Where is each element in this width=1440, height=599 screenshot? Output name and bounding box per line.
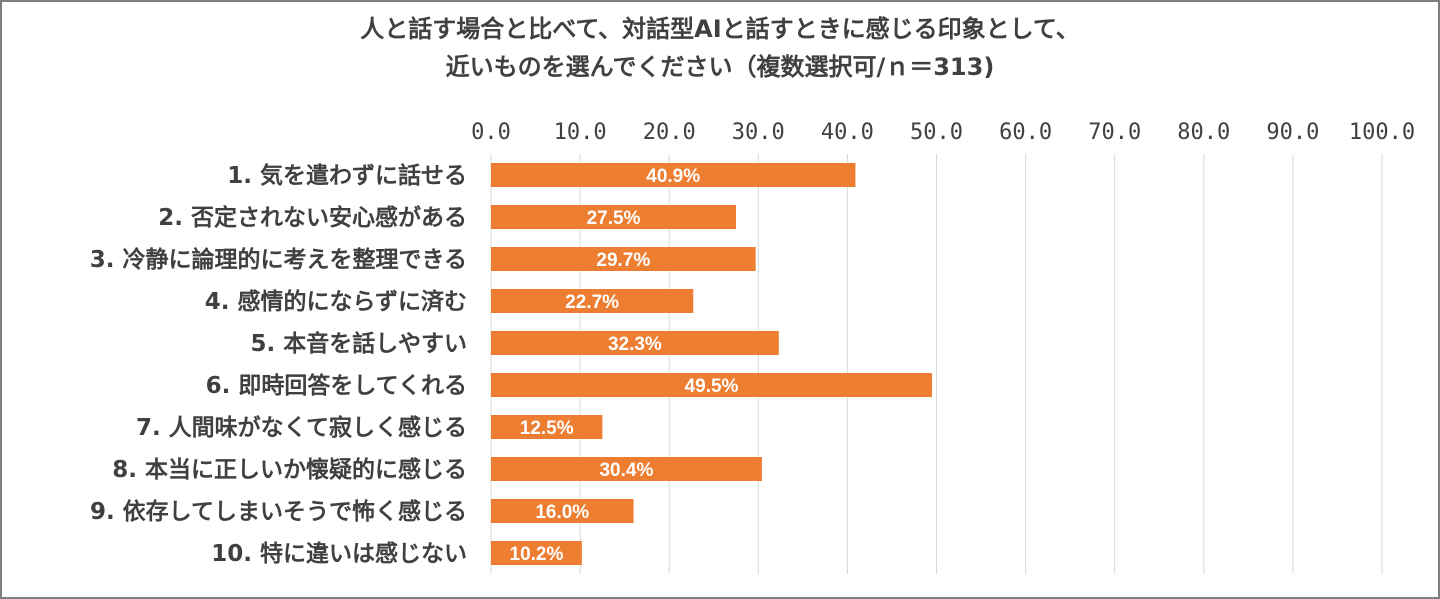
category-label: 7. 人間味がなくて寂しく感じる <box>136 414 467 441</box>
chart-title-line-1: 人と話す場合と比べて、対話型AIと話すときに感じる印象として、 <box>360 15 1080 43</box>
x-tick-label: 10.0 <box>554 120 607 145</box>
x-tick-label: 40.0 <box>821 120 874 145</box>
data-label: 12.5% <box>520 418 574 439</box>
category-label: 3. 冷静に論理的に考えを整理できる <box>90 246 467 273</box>
data-label: 49.5% <box>685 376 739 397</box>
bar <box>491 247 756 271</box>
bar <box>491 499 634 523</box>
category-label: 5. 本音を話しやすい <box>250 330 467 357</box>
category-label: 4. 感情的にならずに済む <box>205 288 467 315</box>
data-label: 40.9% <box>646 166 700 187</box>
data-label: 30.4% <box>599 460 653 481</box>
category-label: 8. 本当に正しいか懐疑的に感じる <box>112 456 467 483</box>
x-tick-label: 0.0 <box>471 120 511 145</box>
bar <box>491 205 737 229</box>
data-label: 32.3% <box>608 334 662 355</box>
category-label: 10. 特に違いは感じない <box>211 540 467 567</box>
bar <box>491 541 582 565</box>
category-label: 9. 依存してしまいそうで怖く感じる <box>90 498 467 525</box>
data-label: 22.7% <box>565 292 619 313</box>
data-label: 29.7% <box>596 250 650 271</box>
category-label: 2. 否定されない安心感がある <box>158 204 467 231</box>
x-tick-label: 30.0 <box>732 120 785 145</box>
x-tick-label: 80.0 <box>1177 120 1230 145</box>
bar <box>491 415 603 439</box>
data-label: 27.5% <box>587 208 641 229</box>
bar <box>491 163 856 187</box>
chart-title: 人と話す場合と比べて、対話型AIと話すときに感じる印象として、 近いものを選んで… <box>2 10 1438 86</box>
category-label: 6. 即時回答をしてくれる <box>206 372 467 399</box>
x-tick-label: 20.0 <box>643 120 696 145</box>
x-tick-label: 50.0 <box>910 120 963 145</box>
bar <box>491 331 779 355</box>
data-label: 10.2% <box>510 544 564 565</box>
x-tick-label: 60.0 <box>999 120 1052 145</box>
bar <box>491 373 933 397</box>
data-label: 16.0% <box>535 502 589 523</box>
chart-title-line-2: 近いものを選んでください（複数選択可/ｎ＝313) <box>445 53 995 81</box>
category-label: 1. 気を遣わずに話せる <box>227 162 467 189</box>
bar <box>491 457 762 481</box>
x-tick-label: 90.0 <box>1266 120 1319 145</box>
bar <box>491 289 694 313</box>
x-tick-label: 100.0 <box>1349 120 1415 145</box>
x-tick-label: 70.0 <box>1088 120 1141 145</box>
